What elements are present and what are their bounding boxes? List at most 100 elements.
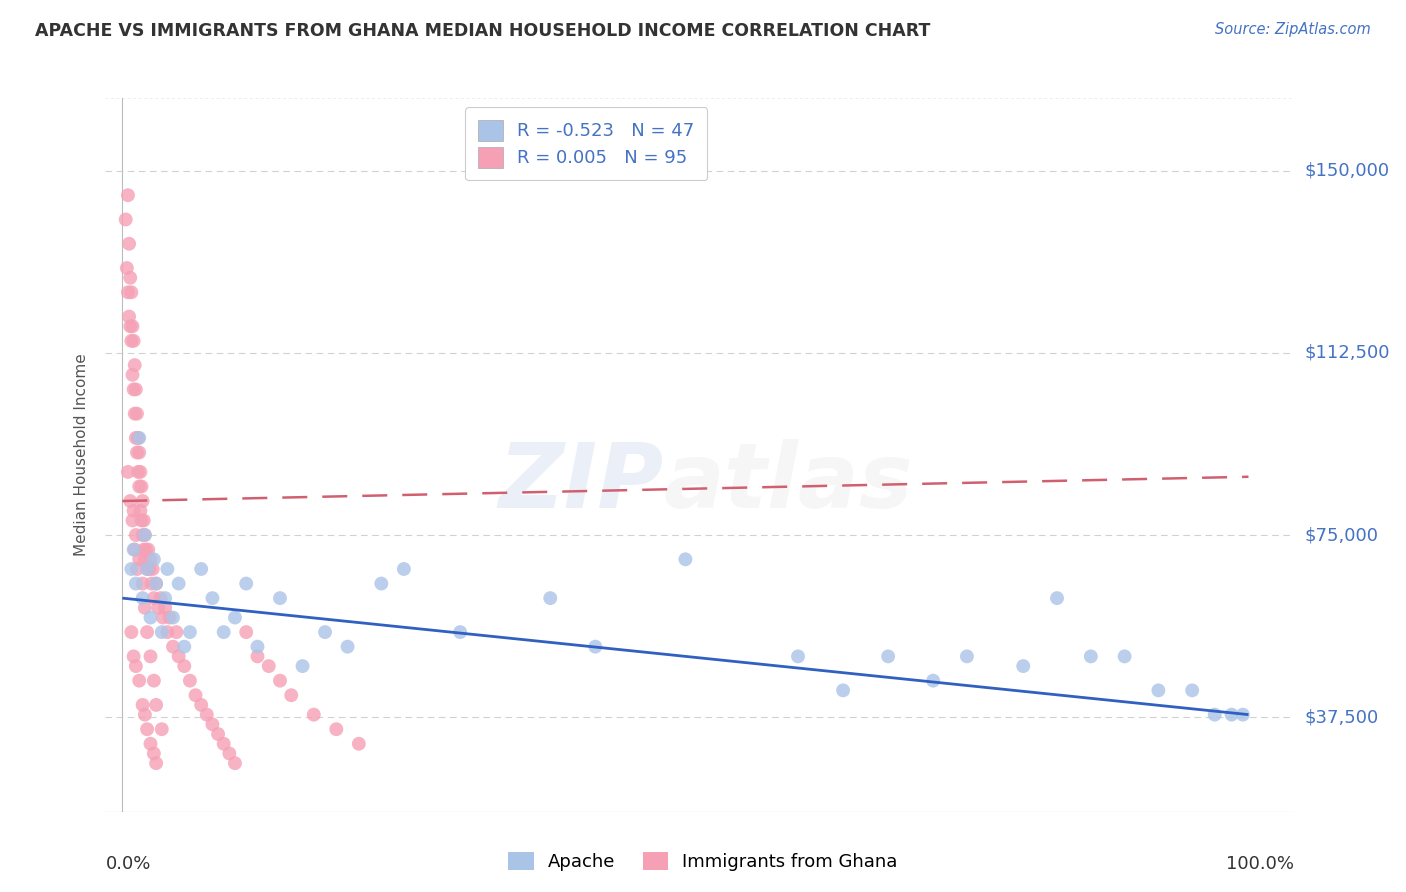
- Point: [118, 236, 141, 251]
- Point: [125, 659, 148, 673]
- Point: [370, 576, 392, 591]
- Point: [120, 319, 142, 334]
- Point: [139, 610, 162, 624]
- Point: [128, 445, 150, 459]
- Point: [125, 383, 148, 397]
- Point: [122, 542, 145, 557]
- Point: [148, 600, 170, 615]
- Point: [302, 707, 325, 722]
- Point: [153, 591, 176, 606]
- Point: [162, 610, 184, 624]
- Point: [246, 640, 269, 654]
- Point: [131, 576, 153, 591]
- Point: [153, 600, 176, 615]
- Point: [142, 552, 165, 566]
- Legend: Apache, Immigrants from Ghana: Apache, Immigrants from Ghana: [501, 845, 905, 879]
- Point: [212, 625, 235, 640]
- Text: 0.0%: 0.0%: [105, 855, 150, 872]
- Point: [120, 334, 142, 348]
- Text: $112,500: $112,500: [1305, 344, 1391, 362]
- Point: [127, 431, 149, 445]
- Point: [673, 552, 696, 566]
- Point: [134, 528, 156, 542]
- Point: [131, 494, 153, 508]
- Text: $75,000: $75,000: [1305, 526, 1379, 544]
- Point: [131, 528, 153, 542]
- Point: [135, 542, 157, 557]
- Point: [131, 479, 153, 493]
- Point: [314, 625, 336, 640]
- Point: [125, 576, 148, 591]
- Point: [118, 310, 141, 324]
- Point: [139, 552, 162, 566]
- Point: [392, 562, 415, 576]
- Point: [150, 625, 173, 640]
- Point: [956, 649, 979, 664]
- Point: [134, 707, 156, 722]
- Point: [787, 649, 810, 664]
- Point: [136, 562, 159, 576]
- Point: [922, 673, 945, 688]
- Point: [167, 649, 190, 664]
- Point: [212, 737, 235, 751]
- Text: atlas: atlas: [664, 440, 914, 527]
- Point: [156, 562, 179, 576]
- Point: [145, 576, 167, 591]
- Point: [347, 737, 370, 751]
- Text: Source: ZipAtlas.com: Source: ZipAtlas.com: [1215, 22, 1371, 37]
- Point: [121, 319, 143, 334]
- Point: [162, 640, 184, 654]
- Point: [224, 756, 246, 771]
- Point: [114, 212, 136, 227]
- Point: [120, 285, 142, 300]
- Point: [138, 562, 160, 576]
- Point: [156, 625, 179, 640]
- Y-axis label: Median Household Income: Median Household Income: [75, 353, 90, 557]
- Point: [124, 358, 146, 372]
- Point: [1181, 683, 1204, 698]
- Point: [125, 431, 148, 445]
- Point: [134, 552, 156, 566]
- Point: [1012, 659, 1035, 673]
- Point: [122, 334, 145, 348]
- Point: [142, 591, 165, 606]
- Point: [145, 576, 167, 591]
- Point: [125, 407, 148, 421]
- Point: [139, 737, 162, 751]
- Point: [336, 640, 359, 654]
- Point: [125, 562, 148, 576]
- Text: $37,500: $37,500: [1305, 708, 1379, 726]
- Point: [832, 683, 855, 698]
- Point: [131, 591, 153, 606]
- Point: [190, 562, 212, 576]
- Text: $150,000: $150,000: [1305, 162, 1389, 180]
- Point: [877, 649, 900, 664]
- Point: [218, 747, 240, 761]
- Point: [132, 542, 155, 557]
- Point: [122, 649, 145, 664]
- Point: [120, 494, 142, 508]
- Point: [136, 722, 159, 736]
- Point: [131, 513, 153, 527]
- Point: [1147, 683, 1170, 698]
- Text: 100.0%: 100.0%: [1226, 855, 1294, 872]
- Point: [132, 513, 155, 527]
- Point: [291, 659, 314, 673]
- Point: [1220, 707, 1243, 722]
- Point: [136, 542, 159, 557]
- Point: [128, 479, 150, 493]
- Point: [1204, 707, 1226, 722]
- Point: [128, 431, 150, 445]
- Point: [195, 707, 218, 722]
- Point: [115, 260, 138, 275]
- Legend: R = -0.523   N = 47, R = 0.005   N = 95: R = -0.523 N = 47, R = 0.005 N = 95: [465, 107, 707, 180]
- Point: [124, 407, 146, 421]
- Point: [120, 562, 142, 576]
- Point: [122, 504, 145, 518]
- Point: [201, 591, 224, 606]
- Point: [122, 383, 145, 397]
- Point: [190, 698, 212, 712]
- Point: [121, 368, 143, 382]
- Point: [127, 465, 149, 479]
- Point: [124, 542, 146, 557]
